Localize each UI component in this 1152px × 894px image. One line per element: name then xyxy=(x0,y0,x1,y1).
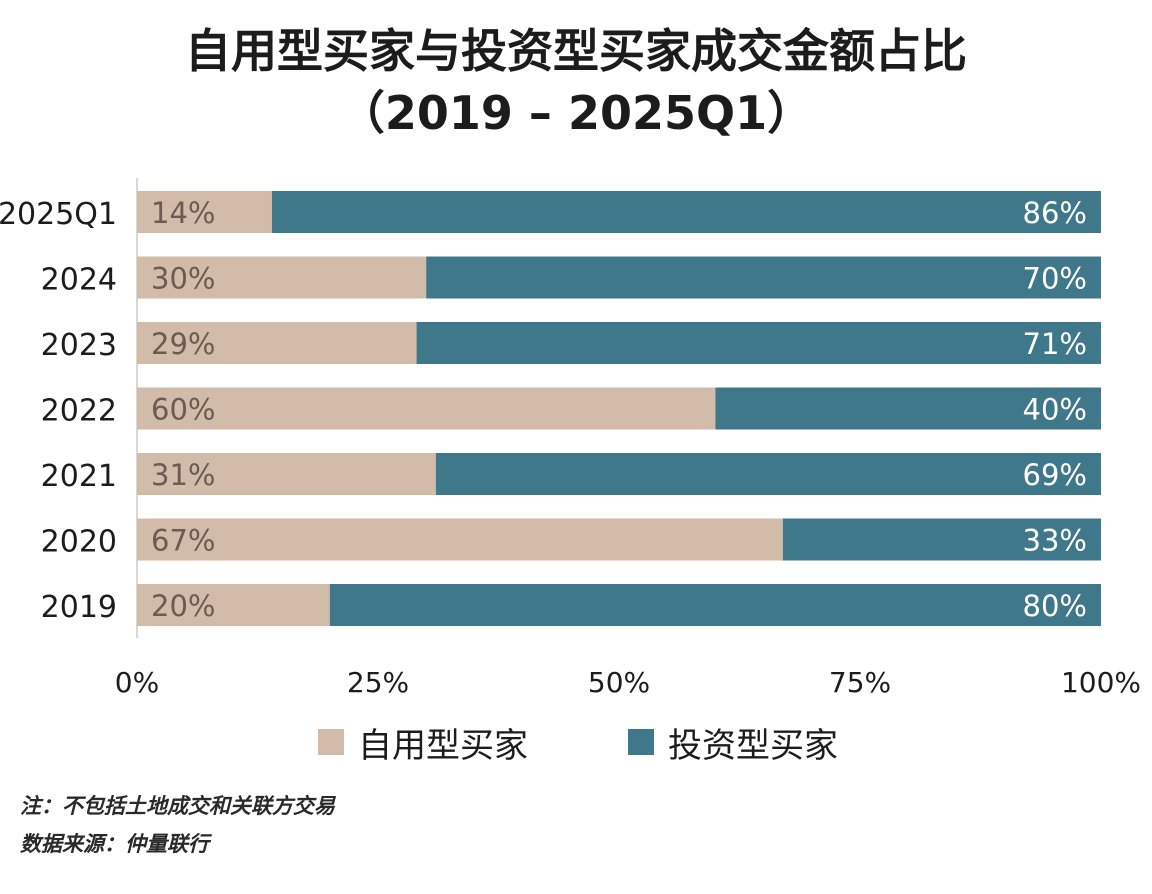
data-label-investor: 70% xyxy=(1023,262,1087,296)
data-label-owner-occupier: 67% xyxy=(151,524,215,558)
category-label: 2024 xyxy=(41,263,117,298)
data-label-owner-occupier: 20% xyxy=(151,589,215,623)
data-label-investor: 86% xyxy=(1023,196,1087,230)
data-label-investor: 71% xyxy=(1023,327,1087,361)
category-label: 2025Q1 xyxy=(0,197,117,232)
legend-item-owner-occupier: 自用型买家 xyxy=(318,714,528,770)
bar-owner-occupier xyxy=(137,387,716,430)
data-label-owner-occupier: 31% xyxy=(151,458,215,492)
legend-item-investor: 投资型买家 xyxy=(628,714,838,770)
bar-owner-occupier xyxy=(137,518,783,561)
data-label-owner-occupier: 14% xyxy=(151,196,215,230)
legend: 自用型买家 投资型买家 xyxy=(0,714,1152,770)
legend-label-investor: 投资型买家 xyxy=(668,725,838,766)
bar-owner-occupier xyxy=(137,191,272,233)
x-tick-label: 25% xyxy=(347,666,409,699)
data-label-investor: 33% xyxy=(1023,524,1087,558)
bar-investor xyxy=(271,191,1102,233)
x-tick-label: 100% xyxy=(1061,666,1141,699)
legend-label-owner-occupier: 自用型买家 xyxy=(358,725,528,766)
category-label: 2020 xyxy=(41,525,117,560)
legend-swatch-investor xyxy=(628,729,654,755)
category-label: 2023 xyxy=(41,328,117,363)
data-label-owner-occupier: 30% xyxy=(151,262,215,296)
x-tick-label: 75% xyxy=(829,666,891,699)
bar-investor xyxy=(782,518,1101,561)
legend-swatch-owner-occupier xyxy=(318,729,344,755)
bar-investor xyxy=(435,453,1102,495)
x-tick-label: 0% xyxy=(115,666,159,699)
bar-owner-occupier xyxy=(137,322,417,364)
category-label: 2022 xyxy=(41,394,117,429)
bar-owner-occupier xyxy=(137,453,436,495)
bar-investor xyxy=(426,256,1101,299)
chart-subtitle: （2019 – 2025Q1） xyxy=(338,86,814,140)
category-label: 2019 xyxy=(41,590,117,625)
bar-owner-occupier xyxy=(137,584,330,626)
x-tick-label: 50% xyxy=(588,666,650,699)
bar-investor xyxy=(416,322,1101,364)
category-label: 2021 xyxy=(41,459,117,494)
bar-owner-occupier xyxy=(137,256,427,299)
bar-investor xyxy=(715,387,1101,430)
data-label-investor: 80% xyxy=(1023,589,1087,623)
chart-title: 自用型买家与投资型买家成交金额占比 xyxy=(185,24,967,78)
data-label-owner-occupier: 60% xyxy=(151,393,215,427)
data-label-owner-occupier: 29% xyxy=(151,327,215,361)
footnote-note: 注：不包括土地成交和关联方交易 xyxy=(20,794,335,818)
data-label-investor: 40% xyxy=(1023,393,1087,427)
footnote-source: 数据来源：仲量联行 xyxy=(20,832,209,856)
data-label-investor: 69% xyxy=(1023,458,1087,492)
bar-investor xyxy=(329,584,1101,626)
